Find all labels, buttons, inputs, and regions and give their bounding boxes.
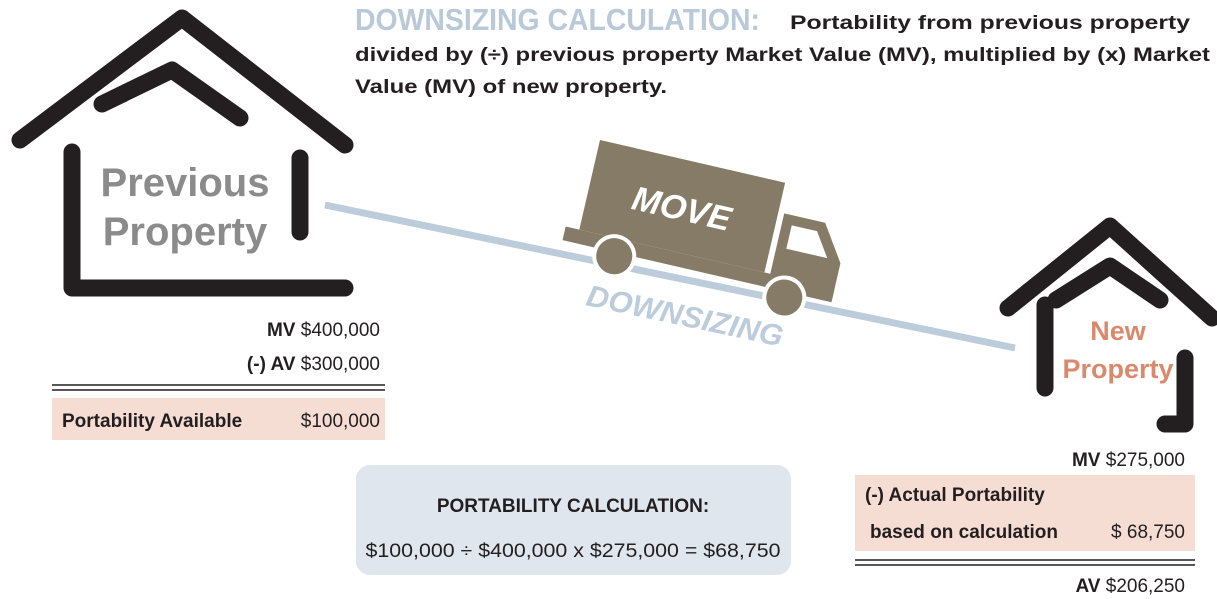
calculation-title: PORTABILITY CALCULATION: — [437, 496, 709, 517]
row-label: AV — [1075, 576, 1100, 597]
title: DOWNSIZING CALCULATION: — [355, 2, 760, 37]
description-line: Portability from previous property — [790, 13, 1191, 34]
table-row: MV $400,000 — [267, 320, 380, 341]
slope-label: DOWNSIZING — [584, 280, 786, 354]
table-row: MV $275,000 — [1072, 450, 1185, 471]
slope-line — [324, 201, 1016, 352]
row-value: $275,000 — [1106, 450, 1185, 471]
calculation-box — [356, 465, 791, 575]
new-house-icon — [999, 217, 1217, 433]
result-label: based on calculation — [870, 522, 1058, 543]
previous-house-icon — [11, 9, 354, 297]
row-label: (-) AV — [247, 354, 296, 375]
table-row: AV $206,250 — [1075, 576, 1185, 597]
result-box — [52, 398, 385, 440]
house-label: Property — [103, 210, 268, 254]
table-row: (-) AV $300,000 — [247, 354, 380, 375]
calculation-formula: $100,000 ÷ $400,000 x $275,000 = $68,750 — [366, 541, 781, 562]
result-label: (-) Actual Portability — [865, 485, 1045, 506]
row-value: $400,000 — [301, 320, 380, 341]
row-label: MV — [267, 320, 296, 341]
row-label: MV — [1072, 450, 1101, 471]
row-value: $300,000 — [301, 354, 380, 375]
house-label: Previous — [101, 161, 270, 205]
house-label: New — [1090, 316, 1147, 346]
house-label: Property — [1062, 354, 1173, 384]
truck-icon: MOVE — [562, 140, 841, 320]
row-value: $206,250 — [1106, 576, 1185, 597]
result-value: $ 68,750 — [1111, 522, 1185, 543]
result-value: $100,000 — [301, 411, 380, 432]
description-line: divided by (÷) previous property Market … — [355, 45, 1211, 66]
description-line: Value (MV) of new property. — [355, 77, 667, 98]
result-box — [855, 475, 1195, 551]
result-label: Portability Available — [62, 411, 242, 432]
